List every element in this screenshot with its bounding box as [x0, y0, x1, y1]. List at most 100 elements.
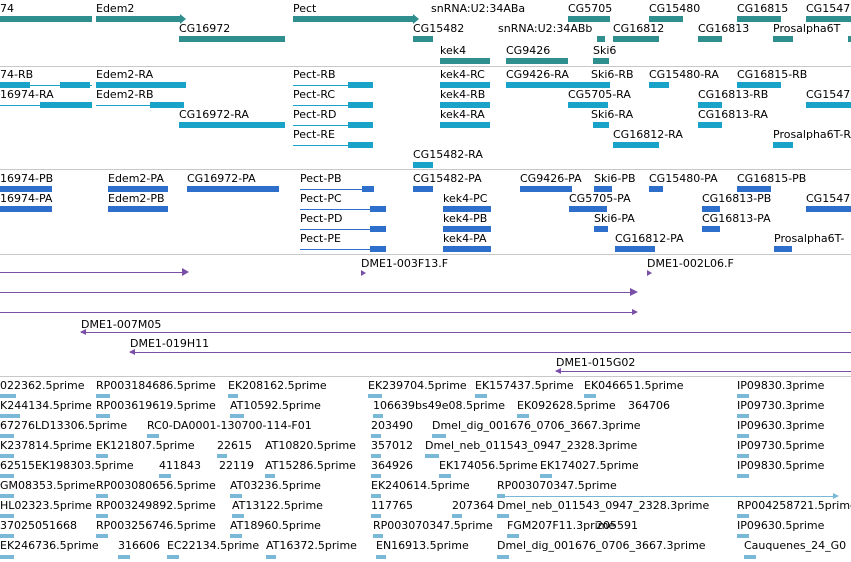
gene-label[interactable]: CG16813 — [698, 22, 750, 35]
est-label[interactable]: AT10592.5prime — [230, 399, 321, 412]
transcript-feature[interactable] — [698, 122, 722, 128]
est-label[interactable]: HL02323.5prime — [0, 499, 92, 512]
protein-label[interactable]: CG16972-PA — [187, 172, 256, 185]
protein-feature[interactable] — [649, 186, 663, 192]
clone-feature[interactable] — [556, 371, 851, 372]
est-label[interactable]: 364706 — [628, 399, 670, 412]
est-label[interactable]: EK157437.5prime — [475, 379, 574, 392]
transcript-label[interactable]: CG5705-RA — [568, 88, 631, 101]
est-label[interactable]: 117765 — [371, 499, 413, 512]
clone-feature[interactable] — [130, 352, 851, 353]
protein-feature[interactable] — [520, 186, 572, 192]
gene-feature[interactable] — [96, 16, 180, 22]
transcript-feature[interactable] — [348, 82, 373, 88]
gene-feature[interactable] — [613, 36, 659, 42]
est-feature[interactable] — [265, 474, 275, 478]
transcript-label[interactable]: CG16972-RA — [179, 108, 249, 121]
protein-label[interactable]: CG15480-PA — [649, 172, 718, 185]
est-label[interactable]: IP09630.3prime — [737, 419, 825, 432]
transcript-label[interactable]: 16974-RA — [0, 88, 54, 101]
protein-label[interactable]: Ski6-PB — [594, 172, 636, 185]
gene-feature[interactable] — [698, 36, 722, 42]
est-label[interactable]: RP003256746.5prime — [96, 519, 216, 532]
est-feature[interactable] — [0, 514, 14, 518]
protein-label[interactable]: 16974-PB — [0, 172, 54, 185]
est-label[interactable]: 67276LD13306.5prime — [0, 419, 128, 432]
gene-label[interactable]: CG16812 — [613, 22, 665, 35]
transcript-feature[interactable] — [96, 82, 186, 88]
protein-feature[interactable] — [0, 186, 52, 192]
est-label[interactable]: EK239704.5prime — [368, 379, 467, 392]
est-label[interactable]: EK240614.5prime — [371, 479, 470, 492]
transcript-label[interactable]: Pect-RC — [293, 88, 336, 101]
est-label[interactable]: AT16372.5prime — [266, 539, 357, 552]
clone-feature[interactable] — [0, 292, 630, 293]
transcript-label[interactable]: kek4-RB — [440, 88, 486, 101]
est-feature[interactable] — [371, 434, 381, 438]
est-feature[interactable] — [0, 414, 20, 418]
protein-label[interactable]: Pect-PE — [300, 232, 341, 245]
transcript-feature[interactable] — [348, 122, 373, 128]
protein-feature[interactable] — [569, 206, 607, 212]
est-label[interactable]: 022362.5prime — [0, 379, 85, 392]
est-feature[interactable] — [0, 534, 14, 538]
protein-feature[interactable] — [615, 246, 655, 252]
est-label[interactable]: RP003070347.5prime — [373, 519, 493, 532]
est-label[interactable]: AT10820.5prime — [265, 439, 356, 452]
transcript-label[interactable]: CG16812-RA — [613, 128, 683, 141]
transcript-label[interactable]: Pect-RD — [293, 108, 337, 121]
est-feature[interactable] — [737, 474, 749, 478]
protein-label[interactable]: CG1547 — [806, 192, 851, 205]
est-label[interactable]: EK246736.5prime — [0, 539, 99, 552]
clone-label[interactable]: DME1-003F13.F — [361, 257, 449, 270]
protein-feature[interactable] — [594, 226, 608, 232]
est-label[interactable]: EK174056.5prime — [439, 459, 538, 472]
transcript-label[interactable]: Edem2-RB — [96, 88, 154, 101]
gene-label[interactable]: Pect — [293, 2, 317, 15]
est-label[interactable]: Dmel_dig_001676_0706_3667.3prime — [497, 539, 706, 552]
est-feature[interactable] — [371, 474, 381, 478]
est-feature[interactable] — [96, 534, 108, 538]
protein-label[interactable]: Edem2-PA — [108, 172, 164, 185]
est-label[interactable]: 62515EK198303.5prime — [0, 459, 134, 472]
est-label[interactable]: IP09830.5prime — [737, 459, 825, 472]
transcript-label[interactable]: CG1547 — [806, 88, 851, 101]
protein-label[interactable]: CG16812-PA — [615, 232, 684, 245]
protein-feature[interactable] — [370, 206, 386, 212]
protein-feature[interactable] — [362, 186, 374, 192]
protein-label[interactable]: Ski6-PA — [594, 212, 635, 225]
protein-feature[interactable] — [702, 226, 720, 232]
transcript-label[interactable]: 74-RB — [0, 68, 34, 81]
transcript-feature[interactable] — [179, 122, 285, 128]
est-label[interactable]: EN16913.5prime — [376, 539, 469, 552]
est-label[interactable]: RP003249892.5prime — [96, 499, 216, 512]
est-label[interactable]: 205591 — [596, 519, 638, 532]
transcript-label[interactable]: CG16813-RB — [698, 88, 769, 101]
est-feature[interactable] — [737, 414, 749, 418]
transcript-label[interactable]: kek4-RA — [440, 108, 485, 121]
est-label[interactable]: EK092628.5prime — [517, 399, 616, 412]
transcript-feature[interactable] — [440, 102, 490, 108]
transcript-feature[interactable] — [60, 82, 90, 88]
est-feature[interactable] — [540, 474, 552, 478]
protein-label[interactable]: CG16815-PB — [737, 172, 807, 185]
est-label[interactable]: IP09830.3prime — [737, 379, 825, 392]
protein-label[interactable]: 16974-PA — [0, 192, 53, 205]
transcript-feature[interactable] — [593, 122, 609, 128]
est-feature[interactable] — [118, 555, 130, 559]
gene-feature[interactable] — [593, 58, 609, 64]
est-label[interactable]: EK121807.5prime — [96, 439, 195, 452]
transcript-feature[interactable] — [613, 142, 659, 148]
gene-feature[interactable] — [568, 16, 610, 22]
est-label[interactable]: AT13122.5prime — [232, 499, 323, 512]
est-feature[interactable] — [232, 514, 244, 518]
est-feature[interactable] — [744, 555, 756, 559]
gene-feature[interactable] — [179, 36, 285, 42]
est-feature[interactable] — [584, 394, 596, 398]
est-label[interactable]: 357012 — [371, 439, 413, 452]
gene-feature[interactable] — [506, 58, 568, 64]
est-feature[interactable] — [737, 394, 749, 398]
transcript-feature[interactable] — [440, 82, 490, 88]
gene-label[interactable]: 74 — [0, 2, 14, 15]
protein-label[interactable]: Pect-PB — [300, 172, 342, 185]
